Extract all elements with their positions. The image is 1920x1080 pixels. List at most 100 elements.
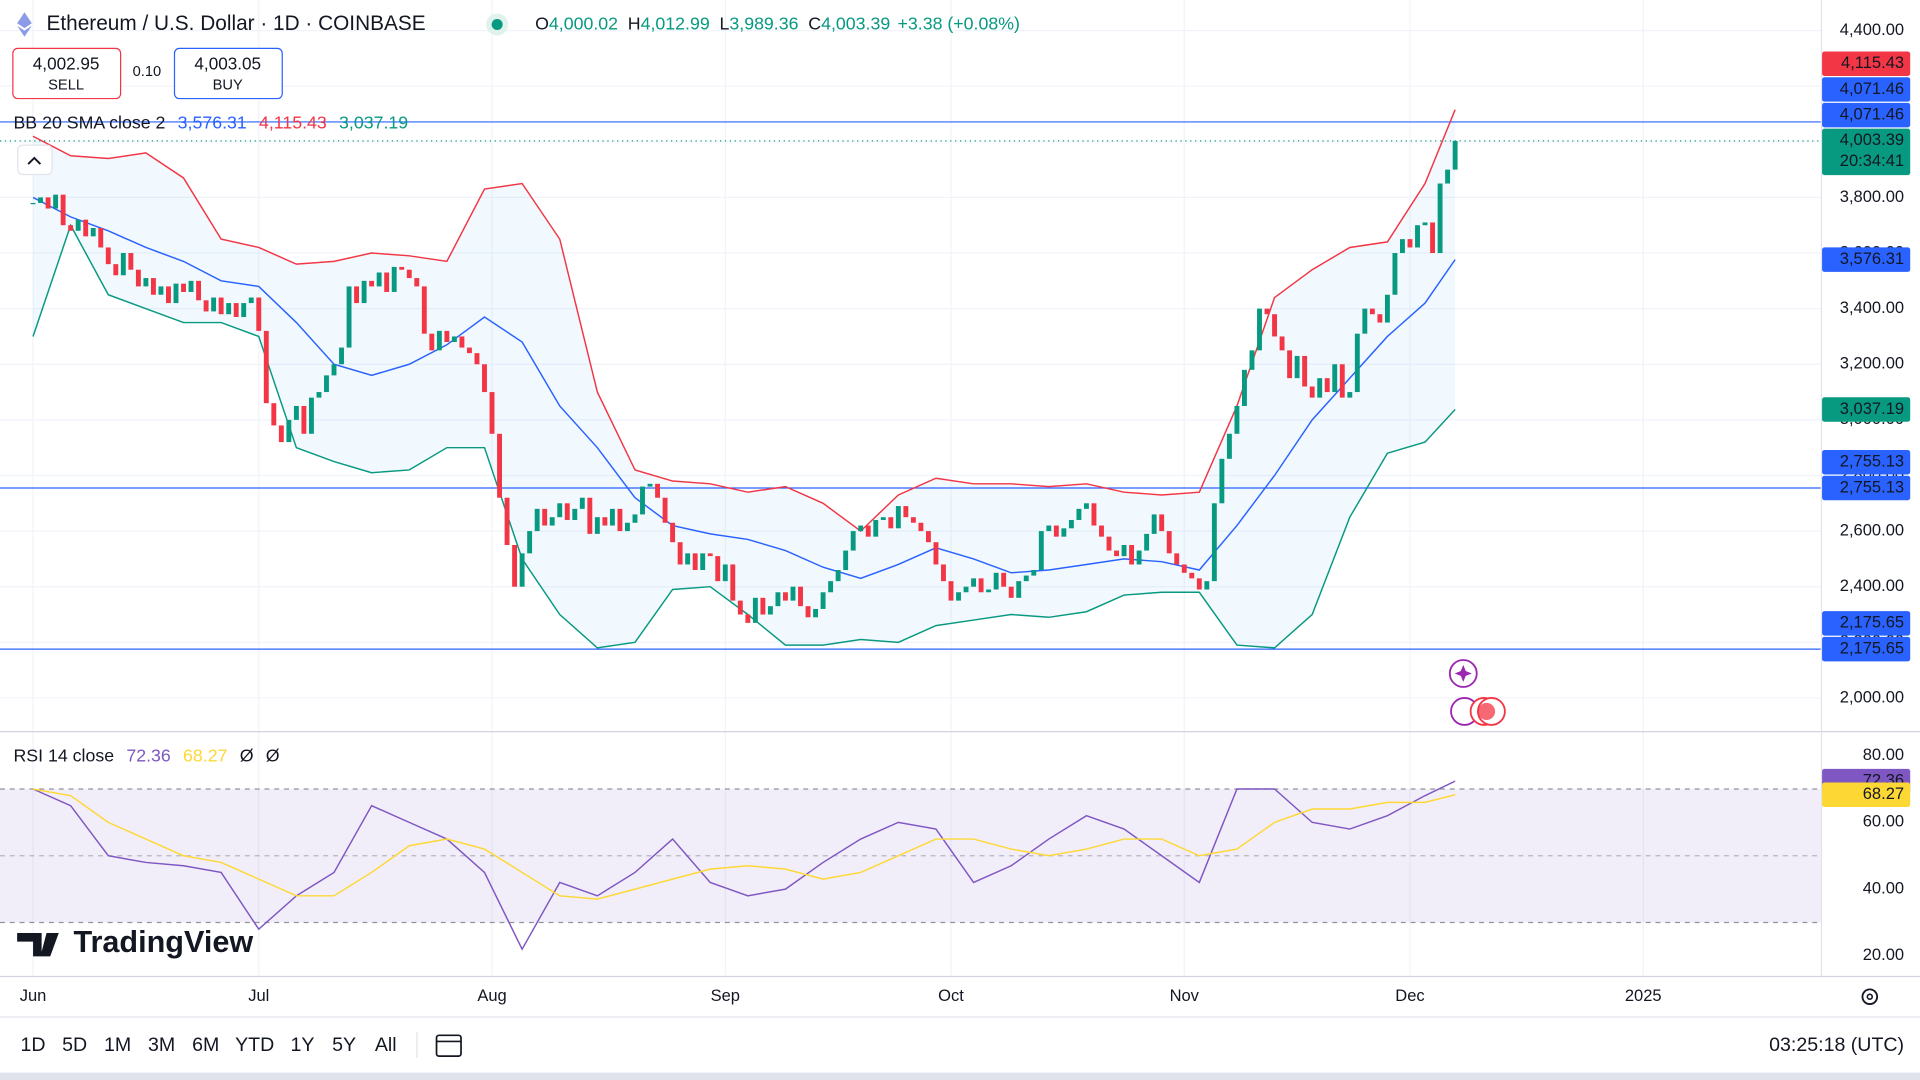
price-tag-label: 2,175.65 [1840, 613, 1904, 632]
timeframe-button[interactable]: 6M [192, 1034, 219, 1056]
candle [1354, 333, 1360, 393]
event-star[interactable] [1454, 664, 1472, 683]
candle [30, 202, 36, 205]
candle [1129, 544, 1135, 565]
rsi-legend: RSI 14 close 72.36 68.27 Ø Ø [13, 745, 279, 765]
candle [707, 553, 713, 557]
band-line [32, 109, 1456, 533]
price-tag-label: 2,755.13 [1840, 477, 1904, 496]
price-tag-label: 4,071.46 [1840, 79, 1904, 98]
candle [1106, 536, 1112, 551]
candle [1452, 140, 1458, 170]
candle [278, 425, 284, 443]
brand-logo [17, 933, 59, 957]
price-tag [1822, 51, 1911, 76]
candle [324, 375, 329, 393]
candle [865, 525, 871, 537]
band-fill [33, 109, 1456, 648]
ohlc-key: O [535, 13, 549, 33]
settings-icon[interactable] [1861, 988, 1879, 1006]
timeframe-button[interactable]: All [375, 1034, 397, 1056]
candle [369, 280, 375, 287]
candle [1121, 544, 1127, 557]
rsi-label: RSI 14 close [13, 745, 114, 765]
candle [421, 286, 427, 334]
candle [60, 194, 66, 226]
candle [1159, 514, 1165, 532]
candle [1091, 503, 1097, 526]
countdown: 20:34:41 [1840, 151, 1904, 170]
x-tick-label: 2025 [1625, 986, 1662, 1005]
candle [271, 403, 277, 426]
rsi-tick-label: 20.00 [1863, 945, 1904, 964]
candle [549, 517, 555, 526]
candle [436, 330, 442, 351]
candle [971, 578, 977, 587]
candle [241, 303, 247, 317]
y-tick-label: 2,400.00 [1840, 576, 1904, 595]
candle [158, 286, 164, 295]
candle [1099, 525, 1104, 537]
buy-label[interactable]: BUY [213, 78, 243, 94]
candle [211, 297, 217, 312]
timeframe-button[interactable]: YTD [235, 1034, 274, 1056]
settings-icon-core[interactable] [1866, 993, 1874, 1000]
calendar-icon[interactable] [435, 1034, 462, 1057]
candle [1038, 531, 1044, 571]
candle [105, 247, 111, 265]
candle [1437, 183, 1443, 254]
collapse-icon[interactable] [27, 156, 42, 165]
timeframe-button[interactable]: 5D [62, 1034, 87, 1056]
timeframe-button[interactable]: 3M [148, 1034, 175, 1056]
candle [978, 578, 984, 593]
candle [308, 397, 314, 434]
candle [68, 225, 74, 231]
candle [579, 497, 585, 509]
candle [843, 550, 849, 571]
candle [354, 286, 360, 304]
timeframe-button[interactable]: 1Y [290, 1034, 314, 1056]
last-price-tag [1822, 128, 1911, 176]
timeframe-button[interactable]: 1D [21, 1034, 46, 1056]
candle [1211, 503, 1217, 582]
candle [609, 508, 615, 526]
candle [1083, 503, 1089, 509]
candle [873, 519, 879, 537]
candle [233, 303, 239, 317]
flag-icon[interactable] [1477, 702, 1496, 720]
candle [1226, 433, 1232, 459]
candle [1287, 350, 1293, 379]
ohlc-value: 4,003.39 [821, 13, 890, 33]
price-tag [1822, 247, 1911, 272]
price-tag-label: 2,175.65 [1840, 638, 1904, 657]
rsi-tick-label: 80.00 [1863, 745, 1904, 764]
candle [1219, 458, 1225, 504]
candle [497, 433, 502, 498]
candle [662, 497, 668, 523]
candle [1061, 528, 1067, 537]
timeframe-button[interactable]: 5Y [332, 1034, 356, 1056]
candle [1309, 386, 1315, 398]
candle [1317, 378, 1323, 398]
timeframe-button[interactable]: 1M [104, 1034, 131, 1056]
candle [293, 405, 299, 420]
candle [692, 553, 698, 571]
buy-button[interactable] [173, 47, 283, 100]
candle [1196, 578, 1202, 590]
sell-label[interactable]: SELL [48, 78, 84, 94]
sell-button[interactable] [12, 47, 122, 100]
rsi-line [32, 780, 1456, 951]
sell-price[interactable]: 4,002.95 [33, 53, 100, 73]
y-tick-label: 4,400.00 [1840, 20, 1904, 39]
candle [45, 197, 51, 209]
price-tag-label: 4,071.46 [1840, 105, 1904, 124]
candle [828, 581, 834, 593]
candle [98, 228, 104, 248]
candle [1362, 308, 1368, 334]
candle [835, 570, 841, 582]
candle [1242, 369, 1247, 406]
buy-price[interactable]: 4,003.05 [194, 53, 261, 73]
ohlc-value: 3,989.36 [729, 13, 798, 33]
